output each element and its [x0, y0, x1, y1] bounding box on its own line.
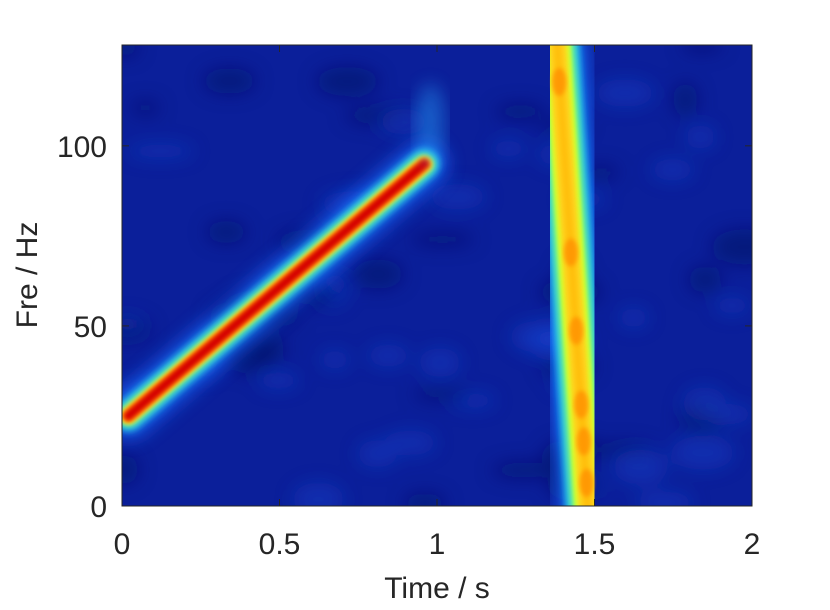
texture-blob — [651, 159, 694, 180]
texture-blob — [127, 143, 194, 159]
ridge-hotspot — [569, 317, 583, 345]
x-tick-label: 1.5 — [574, 528, 616, 561]
texture-blob — [357, 440, 396, 467]
ridge-hotspot — [574, 391, 588, 419]
texture-blob — [411, 233, 475, 246]
texture-blob — [111, 39, 139, 57]
texture-blob — [686, 125, 716, 149]
texture-blob — [673, 83, 697, 117]
texture-blob — [203, 68, 255, 93]
texture-blob — [112, 316, 144, 331]
x-tick-label: 2 — [744, 528, 761, 561]
ridge-hotspot — [564, 239, 578, 267]
texture-blob — [429, 184, 486, 209]
texture-blob — [419, 348, 460, 377]
texture-blob — [206, 221, 246, 243]
texture-blob — [368, 345, 409, 367]
texture-blob — [595, 79, 654, 106]
texture-blob — [682, 39, 723, 52]
ridge-hotspot — [580, 469, 594, 497]
texture-blob — [354, 259, 403, 288]
texture-blob — [613, 450, 667, 485]
texture-blob — [258, 372, 300, 390]
texture-blob — [619, 308, 649, 328]
texture-blob — [404, 493, 446, 513]
texture-blob — [712, 229, 778, 264]
texture-blob — [316, 67, 379, 96]
x-tick-label: 1 — [429, 528, 446, 561]
y-tick-label: 0 — [90, 491, 107, 524]
texture-blob — [131, 101, 160, 115]
y-tick-label: 100 — [57, 131, 107, 164]
component-near-vertical-ridge — [552, 35, 593, 516]
texture-blob — [636, 492, 694, 514]
texture-blob — [671, 436, 734, 470]
x-tick-label: 0.5 — [259, 528, 301, 561]
texture-blob — [689, 266, 722, 292]
chirp-end-smear — [416, 84, 444, 164]
x-axis-title: Time / s — [384, 572, 490, 605]
texture-blob — [293, 483, 345, 516]
x-tick-label: 0 — [114, 528, 131, 561]
texture-blob — [413, 388, 470, 401]
y-axis-title: Fre / Hz — [11, 222, 44, 329]
texture-blob — [491, 140, 526, 157]
ridge-hotspot — [552, 68, 566, 96]
texture-blob — [714, 297, 750, 314]
texture-blob — [704, 404, 753, 424]
texture-blob — [320, 350, 349, 369]
y-tick-label: 50 — [74, 311, 107, 344]
ridge-hotspot — [577, 428, 591, 456]
